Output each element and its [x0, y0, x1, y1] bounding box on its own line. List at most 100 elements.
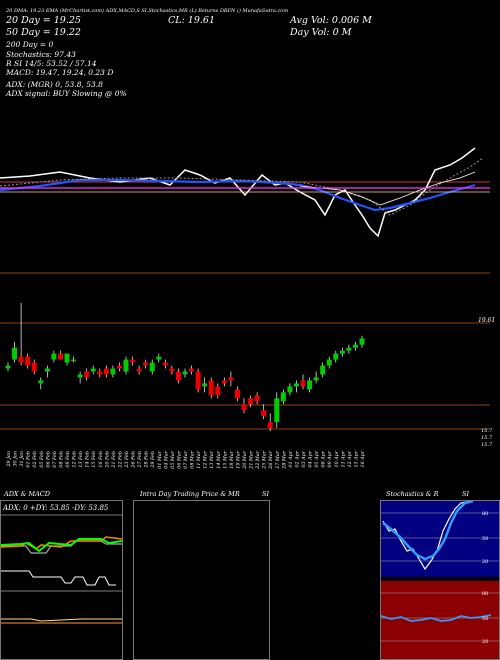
candles — [5, 302, 365, 432]
date-tick-label: 06 Mar — [176, 450, 182, 468]
candle-body — [346, 347, 352, 351]
candle-body — [320, 365, 326, 375]
date-tick-label: 05 Mar — [170, 450, 176, 468]
date-tick-label: 25 Mar — [262, 450, 268, 469]
date-tick-label: 02 Apr — [294, 450, 300, 467]
candle-body — [287, 386, 293, 393]
adx-signal-label: ADX signal: BUY Slowing @ 0% — [6, 89, 127, 98]
adx-panel: ADX: 0 +DY: 53.85 -DY: 53.85 — [0, 500, 123, 660]
day-vol-label: Day Vol: 0 M — [290, 27, 352, 38]
candle-body — [313, 377, 319, 381]
candle-body — [352, 344, 358, 348]
candle-body — [221, 380, 227, 384]
date-tick-label: 27 Feb — [137, 451, 143, 469]
date-tick-label: 01 Mar — [157, 450, 163, 468]
date-tick-label: 07 Mar — [183, 450, 189, 468]
date-tick-label: 07 Feb — [52, 451, 58, 468]
date-tick-label: 15 Feb — [91, 451, 97, 468]
date-tick-label: 21 Feb — [111, 451, 117, 469]
header-line: 20 DMA: 19.23 EMA (MrChartist.com) ADX,M… — [6, 8, 289, 14]
candle-body — [123, 359, 129, 372]
date-tick-label: 06 Feb — [45, 451, 51, 468]
date-tick-label: 01 Apr — [288, 450, 294, 467]
stoch-tick-80: 80 — [482, 511, 488, 517]
date-tick-label: 13 Mar — [209, 450, 215, 468]
candle-body — [359, 338, 365, 345]
candle-body — [57, 353, 63, 360]
candle-body — [136, 368, 142, 372]
ma-lines — [0, 147, 490, 238]
level-label-2: 15.7 — [481, 435, 493, 441]
date-tick-label: 28 Feb — [144, 451, 150, 469]
candle-body — [234, 389, 240, 399]
date-tick-label: 13 Feb — [78, 451, 84, 468]
candle-body — [280, 392, 286, 402]
candle-body — [300, 380, 306, 387]
date-tick-label: 12 Mar — [203, 450, 209, 468]
candle-body — [130, 359, 136, 363]
candle-body — [25, 356, 31, 366]
date-tick-label: 02 Feb — [32, 451, 38, 468]
date-tick-label: 28 Mar — [281, 450, 287, 469]
candle-body — [293, 383, 299, 387]
date-tick-label: 20 Mar — [242, 450, 248, 469]
candle-body — [307, 380, 313, 390]
candle-body — [71, 359, 77, 362]
date-tick-label: 05 Feb — [39, 451, 45, 468]
rsi-tick-50: 50 — [482, 616, 488, 622]
candle-body — [248, 398, 254, 405]
candle-body — [333, 353, 339, 360]
stoch-panel: 80 50 20 80 50 20 — [380, 500, 500, 660]
stoch-tick-20: 20 — [482, 559, 488, 565]
candle-body — [215, 386, 221, 396]
candle-body — [90, 368, 96, 372]
candle-body — [44, 368, 50, 372]
adx-panel-title: ADX & MACD — [4, 490, 50, 498]
candle-body — [339, 350, 345, 354]
main-chart: 19.61 15.7 15.7 15.7 29 Jan 30 Jan 31 Jan 0… — [0, 147, 495, 470]
candle-body — [156, 356, 162, 360]
candle-body — [97, 371, 103, 375]
macd-line — [1, 618, 122, 622]
date-tick-label: 12 Apr — [347, 450, 353, 467]
avg-vol-label: Avg Vol: 0.006 M — [290, 15, 372, 26]
date-tick-label: 22 Mar — [255, 450, 261, 469]
date-tick-label: 08 Apr — [321, 450, 327, 467]
sma-200-label: 200 Day = 0 — [6, 40, 54, 49]
mr-panel-title: Intra Day Trading Price & MR — [140, 490, 240, 498]
stochastics-label: Stochastics: 97.43 — [6, 50, 76, 59]
candle-body — [84, 371, 90, 378]
date-tick-label: 08 Feb — [58, 451, 64, 468]
date-tick-label: 16 Apr — [360, 450, 366, 467]
candle-body — [189, 368, 195, 372]
date-tick-label: 03 Apr — [301, 450, 307, 467]
date-tick-label: 29 Feb — [150, 451, 156, 469]
date-tick-label: 20 Feb — [104, 451, 110, 469]
date-tick-label: 23 Feb — [124, 451, 130, 469]
adx-legend: ADX: 0 +DY: 53.85 -DY: 53.85 — [3, 504, 109, 512]
date-tick-label: 08 Mar — [190, 450, 196, 468]
date-tick-label: 05 Apr — [314, 450, 320, 467]
candle-body — [18, 356, 24, 363]
candle-body — [103, 368, 109, 375]
candle-body — [77, 374, 83, 378]
sma-20-label: 20 Day = 19.25 — [6, 15, 81, 26]
date-tick-label: 04 Apr — [308, 450, 314, 467]
date-tick-label: 15 Apr — [353, 450, 359, 467]
date-tick-label: 27 Mar — [275, 450, 281, 469]
date-tick-label: 18 Mar — [229, 450, 235, 468]
adx-di-line — [1, 540, 122, 554]
candle-body — [38, 380, 44, 384]
date-tick-label: 30 Jan — [13, 451, 19, 467]
date-tick-label: 22 Feb — [117, 451, 123, 469]
date-tick-label: 12 Feb — [72, 451, 78, 468]
date-tick-label: 04 Mar — [163, 450, 169, 468]
candle-body — [169, 368, 175, 372]
candle-body — [208, 380, 214, 396]
level-label-3: 15.7 — [481, 442, 493, 448]
candle-body — [202, 383, 208, 387]
candle-body — [182, 371, 188, 375]
ema-line — [0, 178, 476, 212]
mr-panel — [133, 500, 270, 660]
candle-body — [267, 422, 273, 429]
